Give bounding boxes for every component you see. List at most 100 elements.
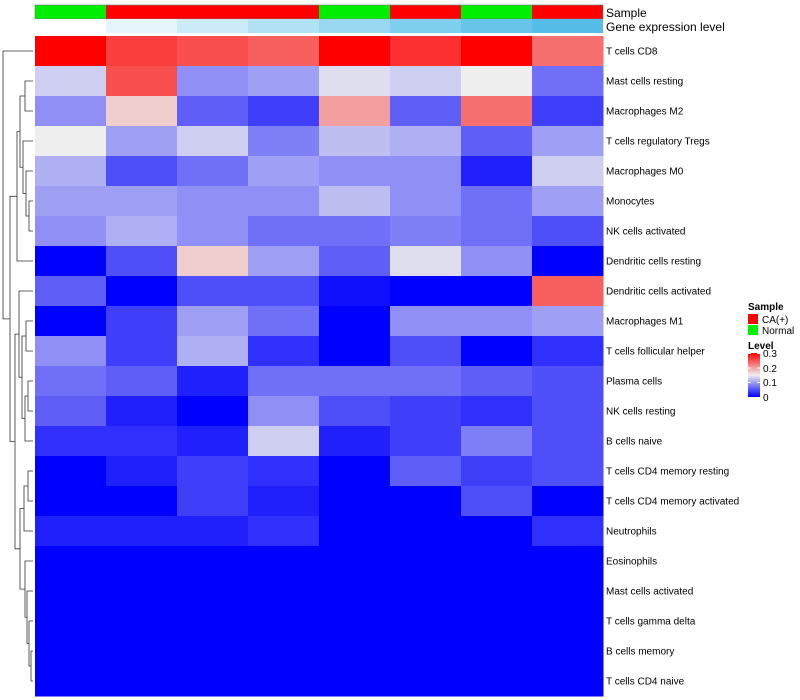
- heatmap-cell: [177, 306, 249, 337]
- heatmap-cell: [106, 546, 178, 577]
- row-label: Macrophages M1: [606, 317, 684, 328]
- heatmap-cell: [177, 216, 249, 247]
- heatmap-cell: [248, 276, 320, 307]
- heatmap-cell: [35, 516, 107, 547]
- legend-swatch-ca: [748, 314, 758, 324]
- heatmap-cell: [390, 36, 462, 67]
- gene-expression-annotation-bar: [35, 19, 603, 33]
- heatmap-cell: [461, 36, 533, 67]
- heatmap-cell: [35, 456, 107, 487]
- row-label: T cells CD4 memory resting: [606, 467, 729, 478]
- heatmap-cell: [248, 366, 320, 397]
- heatmap-cell: [461, 576, 533, 607]
- heatmap-cell: [177, 456, 249, 487]
- heatmap-cell: [319, 66, 391, 97]
- heatmap-cell: [461, 396, 533, 427]
- heatmap-cell: [390, 216, 462, 247]
- heatmap-cell: [319, 276, 391, 307]
- heatmap-cell: [461, 126, 533, 157]
- heatmap-cell: [35, 216, 107, 247]
- heatmap-cell: [319, 486, 391, 517]
- heatmap-cell: [532, 246, 604, 277]
- heatmap-cell: [106, 576, 178, 607]
- heatmap-cell: [248, 126, 320, 157]
- row-label: T cells gamma delta: [606, 617, 696, 628]
- row-label: Monocytes: [606, 197, 654, 208]
- heatmap-cell: [248, 486, 320, 517]
- heatmap-cell: [319, 606, 391, 637]
- heatmap-cell: [532, 306, 604, 337]
- heatmap-cell: [461, 456, 533, 487]
- dendrogram-branch: [24, 80, 33, 112]
- heatmap-cell: [177, 666, 249, 697]
- heatmap-cell: [106, 366, 178, 397]
- sample-legend-title: Sample: [748, 302, 784, 313]
- heatmap-cell: [461, 636, 533, 667]
- heatmap-cell: [106, 456, 178, 487]
- heatmap-cell: [106, 306, 178, 337]
- heatmap-cell: [106, 36, 178, 67]
- heatmap-cell: [532, 276, 604, 307]
- heatmap-cell: [177, 96, 249, 127]
- dendrogram-branch: [9, 195, 17, 442]
- heatmap-cell: [390, 156, 462, 187]
- heatmap-cell: [390, 636, 462, 667]
- heatmap-cell: [177, 426, 249, 457]
- gene-annotation-cell: [390, 19, 461, 33]
- heatmap-cell: [35, 546, 107, 577]
- row-label: Dendritic cells activated: [606, 287, 711, 298]
- heatmap-cell: [35, 366, 107, 397]
- heatmap-cell: [532, 126, 604, 157]
- heatmap-cell: [532, 456, 604, 487]
- gene-annotation-cell: [35, 19, 106, 33]
- heatmap-cell: [106, 246, 178, 277]
- heatmap-cell: [177, 366, 249, 397]
- heatmap-cell: [35, 36, 107, 67]
- heatmap-cell: [248, 36, 320, 67]
- dendrogram-branch: [19, 95, 25, 168]
- heatmap-cell: [248, 576, 320, 607]
- dendrogram-branch: [25, 320, 33, 352]
- row-label: Neutrophils: [606, 527, 657, 538]
- heatmap-cell: [248, 336, 320, 367]
- heatmap-cell: [177, 186, 249, 217]
- row-label: Mast cells resting: [606, 77, 683, 88]
- heatmap-cell: [35, 576, 107, 607]
- heatmap-cell: [106, 486, 178, 517]
- heatmap-cells: [35, 36, 604, 697]
- heatmap-cell: [390, 366, 462, 397]
- gene-annotation-cell: [319, 19, 390, 33]
- heatmap-cell: [390, 606, 462, 637]
- heatmap-cell: [319, 576, 391, 607]
- legend-swatch-normal: [748, 325, 758, 335]
- heatmap-cell: [35, 426, 107, 457]
- level-tick-0: 0: [763, 393, 769, 404]
- heatmap-cell: [177, 336, 249, 367]
- heatmap-cell: [532, 426, 604, 457]
- heatmap-cell: [106, 276, 178, 307]
- dendrogram-branch: [26, 590, 33, 644]
- heatmap-cell: [461, 366, 533, 397]
- heatmap-cell: [177, 66, 249, 97]
- sample-annotation-cell: [319, 5, 390, 19]
- gene-annotation-cell: [532, 19, 603, 33]
- row-labels: T cells CD8 Mast cells resting Macrophages…: [606, 47, 739, 688]
- heatmap-cell: [106, 666, 178, 697]
- heatmap-cell: [319, 666, 391, 697]
- sample-legend: Sample CA(+) Normal: [748, 302, 794, 337]
- level-legend: Level 0.3 0.2 0.1 0: [748, 341, 777, 404]
- heatmap-cell: [461, 486, 533, 517]
- heatmap-cell: [319, 516, 391, 547]
- heatmap-cell: [106, 156, 178, 187]
- heatmap-cell: [248, 456, 320, 487]
- heatmap-cell: [35, 156, 107, 187]
- heatmap-cell: [390, 666, 462, 697]
- dendrogram-branch: [14, 333, 20, 550]
- heatmap-cell: [319, 546, 391, 577]
- heatmap-cell: [35, 306, 107, 337]
- heatmap-cell: [461, 516, 533, 547]
- heatmap-cell: [390, 486, 462, 517]
- heatmap-cell: [390, 246, 462, 277]
- heatmap-cell: [461, 426, 533, 457]
